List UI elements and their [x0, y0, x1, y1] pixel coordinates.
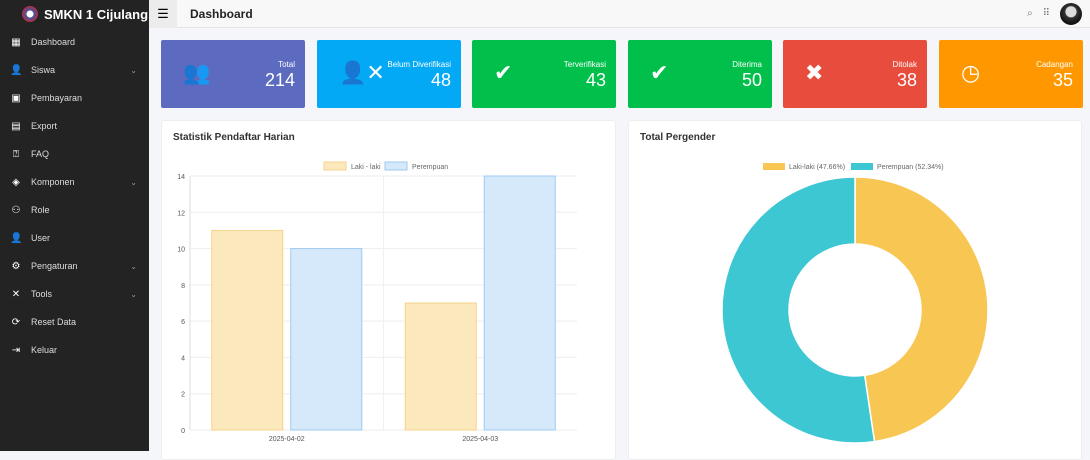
- sidebar-item-label: Dashboard: [31, 37, 76, 47]
- brand[interactable]: SMKN 1 Cijulang: [0, 0, 149, 28]
- stat-label: Total: [278, 60, 295, 69]
- sidebar-item-label: Siswa: [31, 65, 56, 75]
- sidebar-item-label: Export: [31, 121, 58, 131]
- check-icon: ✔: [650, 60, 669, 85]
- stat-value: 35: [1052, 70, 1073, 90]
- refresh-icon: ⟳: [11, 316, 21, 328]
- gear-icon: ⚙: [11, 260, 21, 272]
- stat-card[interactable]: ◷ Cadangan 35: [939, 40, 1083, 108]
- sidebar-item-label: User: [31, 233, 51, 243]
- brand-name: SMKN 1 Cijulang: [44, 6, 149, 22]
- menu-toggle-icon[interactable]: ☰: [149, 0, 177, 28]
- chevron-down-icon: ⌄: [130, 261, 137, 271]
- sidebar-item-faq[interactable]: ⍰ FAQ: [0, 140, 149, 168]
- stat-label: Diterima: [732, 60, 762, 69]
- topbar: ☰ Dashboard ⌕ ⠿: [149, 0, 1090, 28]
- stat-value: 50: [741, 70, 762, 90]
- sidebar-item-pembayaran[interactable]: ▣ Pembayaran: [0, 84, 149, 112]
- user-gear-icon: 👤: [10, 232, 23, 244]
- user-plus-icon: 👤: [10, 64, 23, 76]
- sitemap-icon: ⚇: [11, 204, 21, 216]
- stat-label: Belum Diverifikasi: [387, 60, 451, 69]
- sidebar-item-label: Keluar: [31, 345, 58, 355]
- stat-value: 38: [896, 70, 917, 90]
- chevron-down-icon: ⌄: [130, 177, 137, 187]
- school-logo-icon: [22, 6, 38, 22]
- sidebar-item-label: Role: [31, 205, 50, 215]
- chevron-down-icon: ⌄: [130, 65, 137, 75]
- apps-grid-icon[interactable]: ⠿: [1042, 8, 1050, 19]
- layers-icon: ◈: [12, 176, 20, 188]
- sidebar-item-label: Reset Data: [31, 317, 77, 327]
- avatar[interactable]: [1060, 2, 1082, 25]
- sidebar-item-siswa[interactable]: 👤 Siswa ⌄: [0, 56, 149, 84]
- gender-panel: Total Pergender: [628, 120, 1082, 460]
- sidebar-item-komponen[interactable]: ◈ Komponen ⌄: [0, 168, 149, 196]
- stat-card[interactable]: 👤✕ Belum Diverifikasi 48: [317, 40, 461, 108]
- logout-icon: ⇥: [11, 344, 21, 356]
- sidebar-item-label: Komponen: [31, 177, 75, 187]
- sidebar-item-label: FAQ: [31, 149, 50, 159]
- dashboard-icon: ▦: [11, 36, 21, 48]
- stat-card[interactable]: ✔ Terverifikasi 43: [472, 40, 616, 108]
- stat-label: Cadangan: [1036, 60, 1073, 69]
- times-icon: ✖: [805, 60, 824, 85]
- stat-label: Terverifikasi: [563, 60, 606, 69]
- sidebar-item-label: Pengaturan: [31, 261, 78, 271]
- sidebar-item-reset-data[interactable]: ⟳ Reset Data: [0, 308, 149, 336]
- user-times-icon: 👤✕: [339, 60, 385, 85]
- users-icon: 👥: [183, 60, 211, 85]
- sidebar-item-dashboard[interactable]: ▦ Dashboard: [0, 28, 149, 56]
- sidebar-item-user[interactable]: 👤 User: [0, 224, 149, 252]
- sidebar-item-export[interactable]: ▤ Export: [0, 112, 149, 140]
- panel-title: Statistik Pendaftar Harian: [173, 132, 295, 143]
- check-icon: ✔: [494, 60, 513, 85]
- sidebar-item-keluar[interactable]: ⇥ Keluar: [0, 336, 149, 364]
- search-icon[interactable]: ⌕: [1027, 8, 1033, 19]
- stat-label: Ditolak: [892, 60, 917, 69]
- comment-icon: ⍰: [13, 148, 19, 160]
- panel-title: Total Pergender: [640, 132, 716, 143]
- stat-card[interactable]: ✔ Diterima 50: [628, 40, 772, 108]
- stat-card[interactable]: ✖ Ditolak 38: [783, 40, 927, 108]
- sidebar-item-label: Pembayaran: [31, 93, 83, 103]
- money-icon: ▣: [11, 92, 21, 104]
- tools-icon: ✕: [11, 288, 21, 300]
- page-title: Dashboard: [190, 6, 253, 21]
- sidebar-nav: ▦ Dashboard 👤 Siswa ⌄ ▣ Pembayaran ▤ Export ⍰ FAQ ◈…: [0, 28, 149, 364]
- stat-value: 214: [264, 70, 295, 90]
- sidebar-item-label: Tools: [31, 289, 53, 299]
- file-icon: ▤: [11, 120, 21, 132]
- daily-registrants-panel: Statistik Pendaftar Harian: [161, 120, 616, 460]
- chevron-down-icon: ⌄: [130, 289, 137, 299]
- stat-card[interactable]: 👥 Total 214: [161, 40, 305, 108]
- sidebar-item-tools[interactable]: ✕ Tools ⌄: [0, 280, 149, 308]
- sidebar-item-role[interactable]: ⚇ Role: [0, 196, 149, 224]
- clock-icon: ◷: [961, 60, 981, 85]
- stat-value: 43: [585, 70, 606, 90]
- sidebar-item-pengaturan[interactable]: ⚙ Pengaturan ⌄: [0, 252, 149, 280]
- sidebar: SMKN 1 Cijulang ▦ Dashboard 👤 Siswa ⌄ ▣ Pembay…: [0, 0, 149, 451]
- stat-value: 48: [430, 70, 451, 90]
